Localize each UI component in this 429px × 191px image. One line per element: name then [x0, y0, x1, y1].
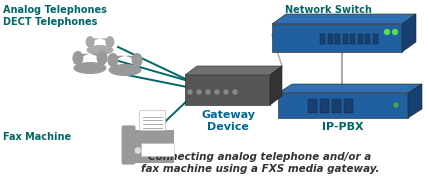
Polygon shape [365, 34, 370, 44]
Polygon shape [332, 99, 341, 113]
FancyBboxPatch shape [121, 125, 136, 165]
FancyBboxPatch shape [139, 110, 166, 130]
FancyBboxPatch shape [141, 143, 174, 156]
Ellipse shape [73, 62, 106, 74]
Circle shape [394, 103, 398, 107]
Polygon shape [272, 24, 402, 52]
Text: Fax Machine: Fax Machine [3, 132, 71, 142]
Ellipse shape [106, 36, 115, 48]
Circle shape [224, 90, 228, 94]
Polygon shape [344, 99, 353, 113]
Polygon shape [308, 99, 317, 113]
Text: Connecting analog telephone and/or a
fax machine using a FXS media gateway.: Connecting analog telephone and/or a fax… [141, 152, 379, 174]
Circle shape [215, 90, 219, 94]
Circle shape [206, 90, 210, 94]
Polygon shape [357, 34, 363, 44]
Polygon shape [185, 75, 270, 105]
Ellipse shape [73, 51, 83, 65]
Text: Gateway
Device: Gateway Device [201, 110, 255, 132]
Polygon shape [270, 66, 282, 105]
Ellipse shape [97, 51, 108, 65]
Polygon shape [185, 66, 282, 75]
Polygon shape [372, 34, 378, 44]
Ellipse shape [107, 53, 118, 67]
Polygon shape [408, 84, 422, 118]
Polygon shape [402, 14, 416, 52]
Circle shape [384, 29, 390, 35]
Circle shape [393, 29, 398, 35]
Ellipse shape [132, 53, 142, 67]
Circle shape [197, 90, 201, 94]
Polygon shape [272, 14, 416, 24]
Circle shape [188, 90, 192, 94]
Circle shape [233, 90, 237, 94]
Polygon shape [327, 34, 332, 44]
Polygon shape [278, 84, 422, 93]
Ellipse shape [109, 64, 142, 76]
Ellipse shape [86, 36, 95, 48]
Text: Analog Telephones
DECT Telephones: Analog Telephones DECT Telephones [3, 5, 107, 27]
Polygon shape [320, 34, 325, 44]
Polygon shape [320, 99, 329, 113]
Polygon shape [278, 93, 408, 118]
Text: Network Switch: Network Switch [285, 5, 372, 15]
Polygon shape [350, 34, 355, 44]
Polygon shape [342, 34, 347, 44]
Circle shape [135, 148, 141, 153]
Ellipse shape [87, 45, 114, 55]
FancyBboxPatch shape [133, 130, 174, 163]
Polygon shape [335, 34, 340, 44]
Text: IP-PBX: IP-PBX [322, 122, 364, 132]
